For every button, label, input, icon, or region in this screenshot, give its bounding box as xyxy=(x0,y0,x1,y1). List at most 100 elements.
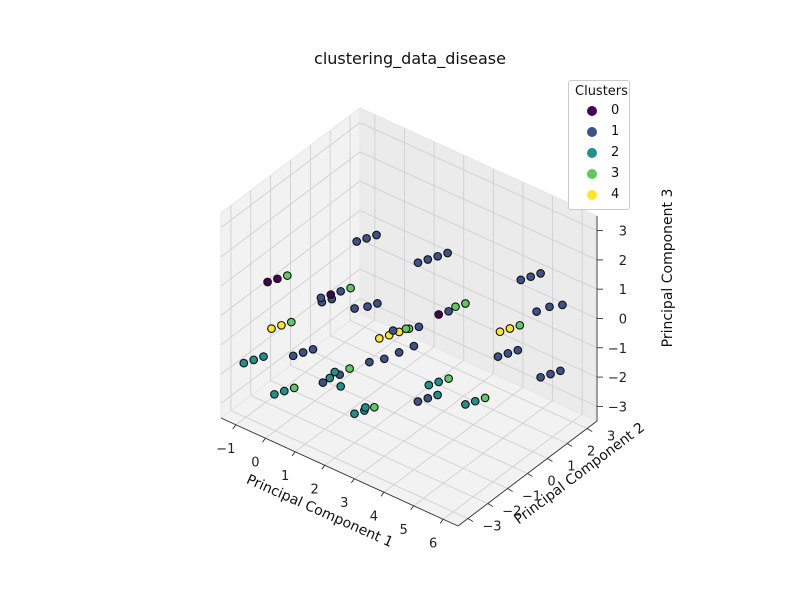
data-point-cluster-2 xyxy=(330,367,340,377)
legend-label: 0 xyxy=(611,103,620,118)
data-point-cluster-1 xyxy=(336,286,346,296)
data-point-cluster-3 xyxy=(480,393,490,403)
legend-marker xyxy=(587,126,597,137)
gridline-z xyxy=(220,180,361,287)
z-axis-label: Principal Component 3 xyxy=(660,189,676,348)
gridline-y xyxy=(230,410,469,519)
y-tick-label: 3 xyxy=(607,430,615,445)
data-point-cluster-4 xyxy=(374,334,384,343)
gridline-z xyxy=(359,297,598,407)
data-point-cluster-1 xyxy=(526,272,536,282)
gridline-y xyxy=(330,335,568,444)
x-tick-label: 4 xyxy=(370,509,378,524)
legend-label: 4 xyxy=(611,187,620,202)
data-point-cluster-1 xyxy=(444,306,453,316)
gridline-y xyxy=(270,380,508,489)
legend-marker xyxy=(587,168,597,179)
data-point-cluster-1 xyxy=(413,258,423,268)
data-point-cluster-1 xyxy=(536,372,545,382)
data-point-cluster-3 xyxy=(286,317,296,327)
data-point-cluster-1 xyxy=(513,345,523,355)
data-point-cluster-1 xyxy=(556,366,565,376)
gridline-z xyxy=(220,210,361,316)
data-point-cluster-1 xyxy=(433,251,443,261)
data-point-cluster-3 xyxy=(346,283,355,293)
data-point-cluster-3 xyxy=(401,324,411,334)
data-point-cluster-4 xyxy=(495,327,505,337)
z-tick-label: 0 xyxy=(619,313,627,328)
data-point-cluster-1 xyxy=(308,344,318,354)
z-tick-label: −3 xyxy=(608,400,627,415)
data-point-cluster-1 xyxy=(365,357,374,367)
x-tick-label: 1 xyxy=(281,469,289,484)
axes-grid xyxy=(220,114,598,520)
legend-entry: 2 xyxy=(575,142,623,163)
data-point-cluster-2 xyxy=(239,358,249,368)
data-point-cluster-2 xyxy=(350,409,359,419)
data-point-cluster-3 xyxy=(369,402,379,412)
z-tick-label: −2 xyxy=(608,371,627,386)
data-point-cluster-2 xyxy=(325,373,335,383)
x-tick-mark xyxy=(262,438,266,443)
data-point-cluster-3 xyxy=(451,302,460,312)
gridline-z xyxy=(359,122,598,232)
data-point-cluster-1 xyxy=(350,304,359,313)
x-tick-label: 5 xyxy=(399,523,407,538)
legend: Clusters 0 1 2 3 4 xyxy=(568,80,630,210)
data-point-cluster-1 xyxy=(362,233,371,243)
z-tick-label: 1 xyxy=(619,283,627,298)
y-tick-mark xyxy=(586,428,593,432)
data-point-cluster-2 xyxy=(461,400,470,409)
x-tick-mark xyxy=(439,519,444,524)
data-point-cluster-2 xyxy=(336,382,346,391)
data-point-cluster-3 xyxy=(515,320,525,330)
z-tick-label: 2 xyxy=(619,254,627,269)
x-tick-mark xyxy=(380,492,385,497)
y-tick-mark xyxy=(507,488,513,492)
data-point-cluster-1 xyxy=(493,352,503,361)
data-point-cluster-4 xyxy=(277,320,286,330)
x-tick-mark xyxy=(350,478,355,484)
chart-title: clustering_data_disease xyxy=(314,49,506,69)
data-point-cluster-1 xyxy=(379,354,389,364)
data-point-cluster-1 xyxy=(318,378,328,387)
z-tick-label: −1 xyxy=(608,342,627,357)
data-point-cluster-2 xyxy=(433,390,442,400)
data-point-cluster-1 xyxy=(413,397,423,406)
x-tick-label: −1 xyxy=(216,442,235,457)
y-tick-mark xyxy=(547,458,553,462)
data-point-cluster-4 xyxy=(505,324,515,333)
legend-label: 2 xyxy=(611,145,620,160)
x-tick-label: 6 xyxy=(429,536,437,551)
gridline-z xyxy=(220,151,361,258)
gridline-z xyxy=(220,239,361,346)
z-tick-label: 3 xyxy=(619,225,627,240)
y-tick-label: 1 xyxy=(567,460,575,475)
gridline-z xyxy=(359,210,598,319)
legend-marker xyxy=(587,147,597,158)
data-point-cluster-3 xyxy=(345,364,354,373)
data-point-cluster-2 xyxy=(249,355,259,365)
gridline-z xyxy=(359,268,598,378)
gridline-z xyxy=(220,122,361,228)
x-tick-mark xyxy=(321,465,326,470)
data-point-cluster-2 xyxy=(259,352,268,361)
legend-entry: 0 xyxy=(575,100,623,121)
y-tick-mark xyxy=(487,503,494,507)
data-points xyxy=(239,230,567,419)
data-point-cluster-1 xyxy=(352,237,362,246)
gridline-z xyxy=(359,180,598,290)
data-point-cluster-3 xyxy=(444,374,453,383)
data-point-cluster-2 xyxy=(279,386,289,396)
x-tick-label: 3 xyxy=(340,496,348,511)
data-point-cluster-0 xyxy=(326,290,336,299)
data-point-cluster-1 xyxy=(423,255,433,264)
data-point-cluster-1 xyxy=(532,307,541,316)
data-point-cluster-0 xyxy=(273,274,282,284)
data-point-cluster-4 xyxy=(267,324,276,333)
data-point-cluster-1 xyxy=(545,302,554,312)
y-tick-label: −3 xyxy=(482,520,501,535)
gridline-y xyxy=(290,365,528,474)
legend-label: 1 xyxy=(611,124,620,139)
